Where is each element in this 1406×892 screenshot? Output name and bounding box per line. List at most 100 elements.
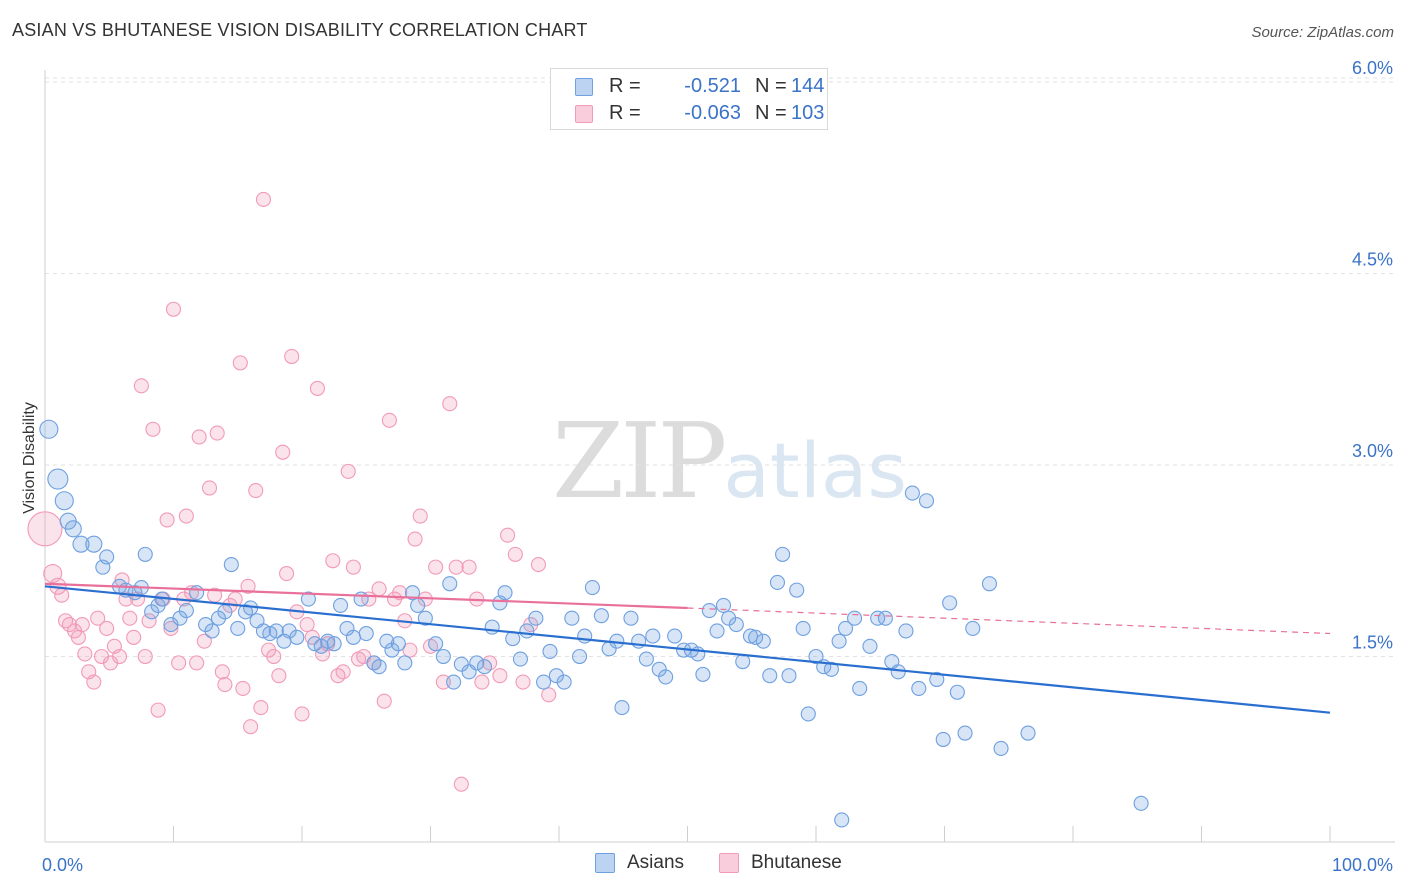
asians-point <box>428 636 444 652</box>
asians-trend-line <box>44 585 1331 714</box>
bhutanese-point <box>159 512 175 528</box>
bhutanese-point <box>171 655 187 671</box>
asians-point <box>556 674 572 690</box>
asians-point <box>64 520 82 538</box>
bhutanese-point <box>275 444 291 460</box>
asians-point <box>204 623 220 639</box>
asians-point <box>300 591 316 607</box>
asians-point <box>528 610 544 626</box>
bhutanese-point <box>515 674 531 690</box>
asians-point <box>614 700 630 716</box>
bhutanese-point <box>248 482 264 499</box>
bhutanese-point <box>191 429 207 445</box>
bhutanese-points <box>27 191 557 792</box>
asians-point <box>721 610 737 626</box>
grid-lines <box>45 77 1395 657</box>
bhutanese-point <box>376 693 392 709</box>
asians-point <box>748 629 764 645</box>
asians-point <box>379 633 395 649</box>
bhutanese-point <box>345 559 361 575</box>
bhutanese-point <box>340 463 356 479</box>
bhutanese-point <box>335 664 351 680</box>
asians-point <box>572 648 588 665</box>
bhutanese-point <box>122 610 138 626</box>
asians-point <box>326 636 342 652</box>
asians-point <box>345 629 361 645</box>
asians-point <box>852 680 868 696</box>
asians-point <box>831 633 847 649</box>
bhutanese-point <box>325 553 341 569</box>
asians-point <box>762 668 778 684</box>
asians-point <box>519 623 535 639</box>
legend-n-label: N = <box>755 102 787 124</box>
asians-point <box>709 623 725 639</box>
asians-point <box>742 628 759 644</box>
bhutanese-point <box>299 617 315 633</box>
bhutanese-point <box>209 425 225 441</box>
asians-point <box>638 651 654 667</box>
bhutanese-point <box>492 668 508 684</box>
asians-point <box>957 725 973 741</box>
asians-swatch <box>575 78 593 96</box>
legend-n-label: N = <box>755 75 787 97</box>
asians-point <box>929 671 945 688</box>
asians-point <box>577 628 593 644</box>
bhutanese-point <box>253 700 269 716</box>
bhutanese-point <box>74 617 90 633</box>
asians-point <box>942 595 958 611</box>
bhutanese-point <box>243 719 259 735</box>
bhutanese-point <box>266 648 282 665</box>
asians-point <box>695 666 711 682</box>
bhutanese-point <box>435 674 451 690</box>
asians-point <box>442 576 458 592</box>
asians-point <box>484 619 500 635</box>
asians-point <box>417 610 433 626</box>
asians-point <box>453 656 469 672</box>
asians-point <box>397 655 413 671</box>
asians-point <box>728 617 744 633</box>
asians-point <box>47 468 69 490</box>
asians-point <box>781 668 797 684</box>
legend-r-label: R = <box>609 102 641 124</box>
asians-point <box>1133 795 1149 811</box>
bhutanese-point <box>141 613 157 629</box>
asians-point <box>353 591 369 607</box>
asians-point <box>904 485 920 501</box>
asians-point <box>795 620 811 636</box>
asians-point <box>862 638 878 654</box>
asians-point <box>870 610 886 626</box>
asians-point <box>755 633 771 649</box>
asians-point <box>281 623 297 639</box>
asians-point <box>536 674 552 690</box>
asians-point <box>838 620 854 636</box>
bhutanese-point <box>407 531 423 547</box>
asians-point <box>775 546 791 562</box>
bhutanese-point <box>294 706 310 722</box>
asians-points <box>39 419 1149 828</box>
asians-point <box>823 661 839 677</box>
asians-point <box>1020 725 1036 741</box>
x-tick-label-max: 100.0% <box>1332 855 1393 875</box>
asians-point <box>404 585 421 601</box>
bhutanese-point <box>145 421 161 437</box>
asians-legend-swatch <box>595 853 615 873</box>
asians-point <box>268 623 284 639</box>
asians-point <box>808 648 824 665</box>
bhutanese-point <box>402 642 418 658</box>
bhutanese-point <box>70 629 86 645</box>
bhutanese-trend-extension <box>687 607 1331 635</box>
bhutanese-point <box>442 396 458 412</box>
asians-point <box>137 546 153 562</box>
asians-point <box>834 812 850 828</box>
correlation-legend: R = -0.521 N = 144 R = -0.063 N = 103 <box>550 68 828 130</box>
asians-point <box>512 651 529 667</box>
asians-point <box>99 549 115 565</box>
asians-point <box>332 597 349 613</box>
bhutanese-trend-line <box>44 582 688 610</box>
bhutanese-point <box>165 301 182 317</box>
y-tick-label: 6.0% <box>1352 58 1393 78</box>
bhutanese-point <box>99 620 115 636</box>
bhutanese-point <box>235 680 251 696</box>
bhutanese-point <box>201 480 218 496</box>
